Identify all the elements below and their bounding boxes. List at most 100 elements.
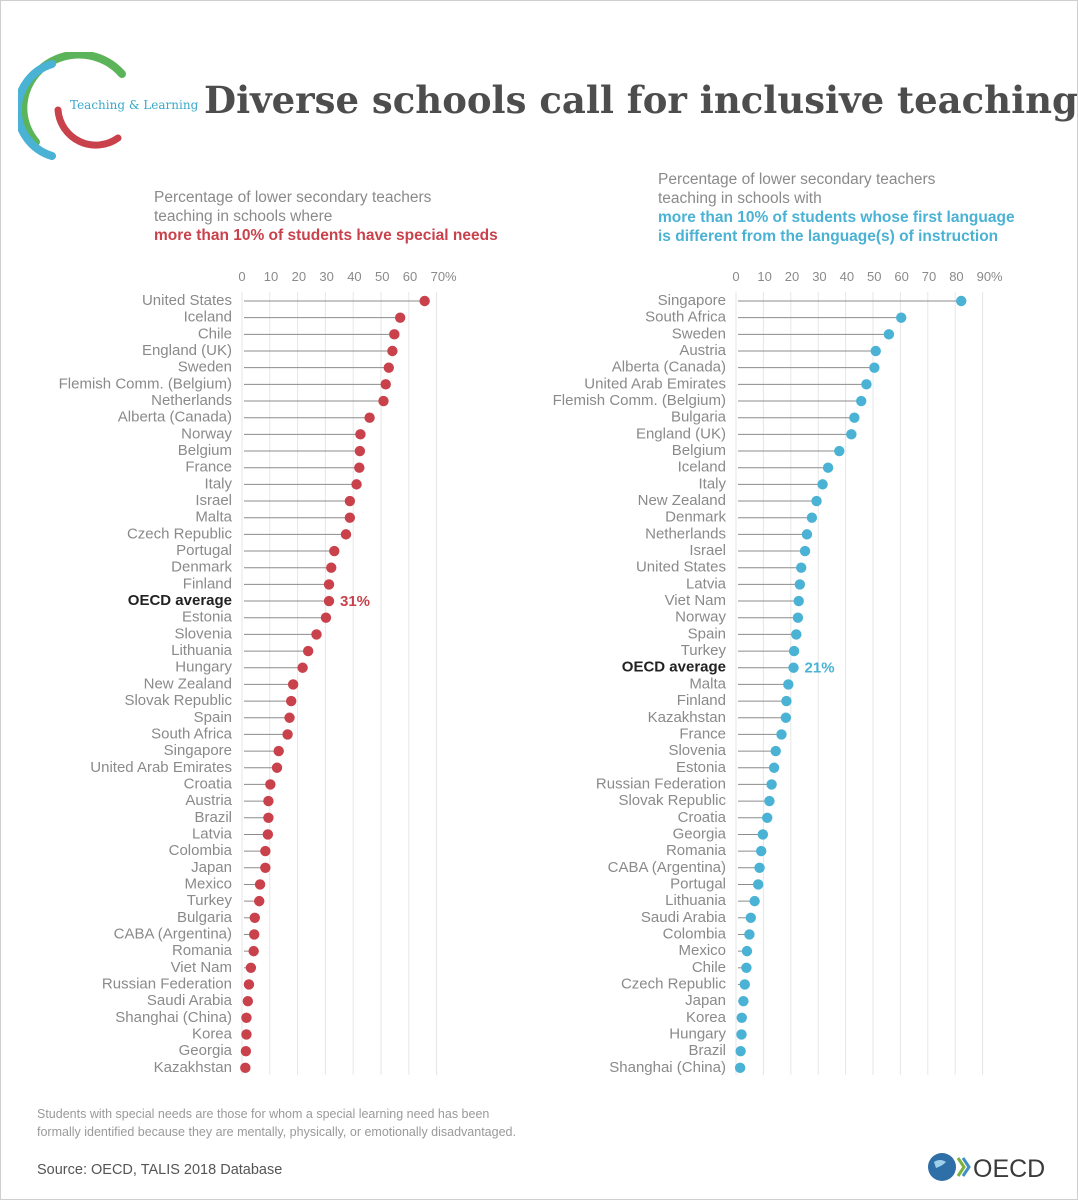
oecd-logo: OECD (928, 1153, 1045, 1183)
left-data-point (249, 912, 260, 923)
right-data-point (734, 1062, 746, 1074)
source-note: Source: OECD, TALIS 2018 Database (37, 1162, 283, 1178)
left-tick-label: 70% (431, 269, 457, 284)
left-data-point (329, 545, 340, 557)
right-category-label: Mexico (678, 942, 726, 959)
left-tick-label: 30 (319, 269, 333, 284)
left-data-point (273, 745, 284, 757)
left-data-point (263, 795, 274, 807)
right-data-point (870, 345, 881, 357)
left-data-point (240, 1062, 251, 1074)
right-category-label: Georgia (673, 825, 727, 842)
left-data-point (263, 812, 274, 823)
left-data-point (243, 979, 255, 990)
lollipop-charts: 0 10 20 30 40 50 60 70%United StatesIcelandChil… (59, 269, 1003, 1076)
right-data-point (752, 879, 764, 890)
left-data-point (284, 712, 295, 723)
left-data-point (254, 895, 265, 907)
left-category-label: Korea (192, 1025, 233, 1042)
right-data-point (736, 1029, 747, 1040)
right-category-label: Romania (666, 842, 727, 859)
left-category-label: United States (142, 292, 232, 309)
right-category-label: Japan (685, 992, 726, 1009)
left-data-point (387, 345, 398, 357)
right-data-point (883, 329, 895, 340)
left-subtitle-line2: teaching in schools where (154, 208, 333, 225)
left-data-point (311, 629, 322, 640)
right-data-point (788, 645, 800, 657)
left-category-label: Saudi Arabia (147, 992, 233, 1009)
left-data-point (245, 962, 257, 973)
left-category-label: Norway (181, 425, 232, 442)
right-chart-subtitle: Percentage of lower secondary teachers t… (658, 170, 1015, 246)
left-data-point (323, 579, 335, 590)
oecd-globe-icon (928, 1153, 956, 1181)
right-category-label: Austria (679, 342, 726, 359)
right-category-label: Bulgaria (671, 409, 727, 426)
left-category-label: Sweden (178, 359, 232, 376)
left-data-point (351, 479, 362, 490)
right-data-point (744, 929, 755, 940)
left-data-point (344, 512, 356, 523)
right-subtitle-line1: Percentage of lower secondary teachers (658, 171, 936, 188)
left-category-label: South Africa (151, 725, 233, 742)
left-tick-label: 10 (264, 269, 278, 284)
left-data-point (394, 312, 406, 323)
right-data-point (856, 395, 867, 407)
left-category-label: Brazil (194, 809, 232, 826)
left-category-label: CABA (Argentina) (114, 925, 232, 942)
right-category-label: New Zealand (638, 492, 726, 509)
left-category-label: Kazakhstan (154, 1059, 232, 1076)
left-category-label: Slovenia (174, 625, 232, 642)
right-category-label: Shanghai (China) (609, 1059, 726, 1076)
right-category-label: United Arab Emirates (584, 375, 726, 392)
left-subtitle-highlight: more than 10% of students have special n… (154, 227, 498, 244)
right-category-label: Netherlands (645, 525, 726, 542)
right-category-label: Russian Federation (596, 775, 726, 792)
left-data-point (242, 995, 254, 1007)
right-category-label: Alberta (Canada) (612, 359, 726, 376)
right-category-label: Colombia (663, 925, 727, 942)
left-data-point (282, 729, 293, 740)
right-category-label: Korea (686, 1009, 727, 1026)
right-data-point (817, 479, 828, 490)
left-category-label: Lithuania (171, 642, 233, 659)
right-data-point (846, 429, 857, 440)
left-data-point (241, 1012, 252, 1024)
left-data-point (265, 779, 276, 790)
teaching-learning-logo (18, 52, 126, 160)
left-tick-label: 20 (292, 269, 306, 284)
right-data-point (735, 1045, 746, 1057)
right-category-label: Israel (689, 542, 726, 559)
left-category-label: New Zealand (144, 675, 232, 692)
left-tick-label: 40 (347, 269, 361, 284)
right-data-point (738, 995, 749, 1007)
right-tick-label: 40 (840, 269, 854, 284)
left-data-point (326, 562, 337, 573)
right-category-label: Denmark (665, 509, 726, 526)
left-category-label: OECD average (128, 592, 232, 609)
left-category-label: Japan (191, 859, 232, 876)
left-data-point (355, 429, 366, 440)
left-category-label: Bulgaria (177, 909, 233, 926)
right-data-point (794, 579, 806, 590)
right-category-label: Hungary (669, 1025, 726, 1042)
footnote: Students with special needs are those fo… (37, 1105, 577, 1141)
left-category-label: Shanghai (China) (115, 1009, 232, 1026)
left-category-label: Chile (198, 325, 232, 342)
left-data-point (254, 879, 266, 890)
right-category-label: Portugal (670, 875, 726, 892)
left-data-point (320, 612, 332, 623)
right-category-label: United States (636, 559, 726, 576)
right-data-point (749, 895, 760, 907)
left-category-label: Iceland (184, 309, 232, 326)
right-data-point (792, 612, 804, 623)
right-data-point (741, 962, 752, 973)
left-data-point (380, 379, 391, 390)
right-tick-label: 90% (977, 269, 1003, 284)
left-data-point (323, 595, 335, 607)
right-data-point (896, 312, 907, 323)
left-data-point (297, 662, 308, 673)
left-category-label: Colombia (169, 842, 233, 859)
right-subtitle-highlight-2: is different from the language(s) of ins… (658, 228, 999, 245)
